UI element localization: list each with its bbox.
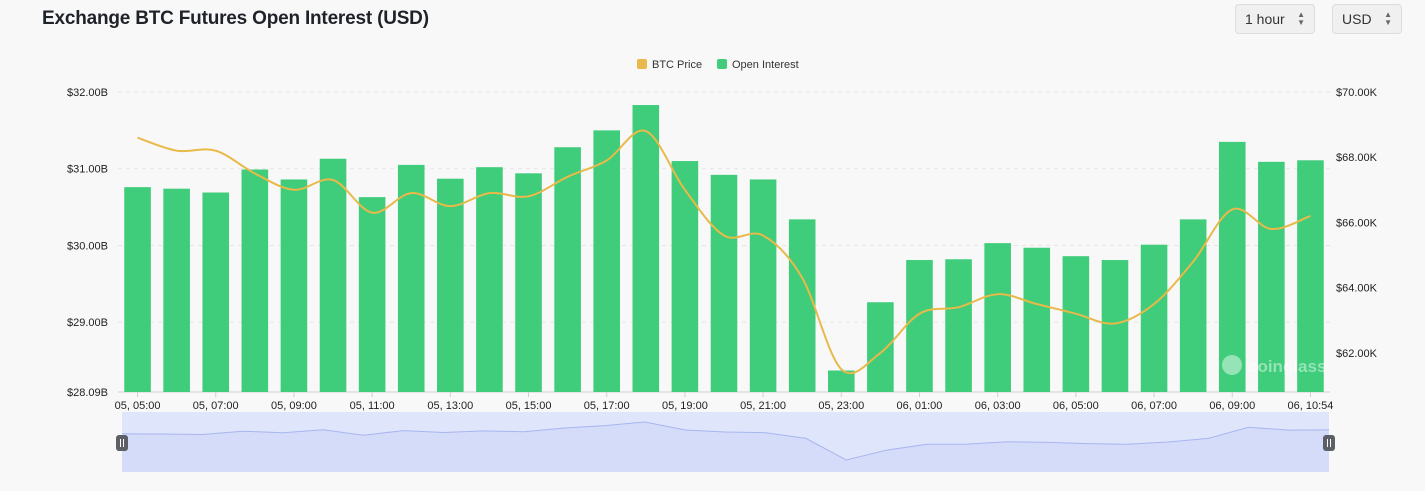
legend-label-btc-price[interactable]: BTC Price: [652, 59, 702, 71]
navigator-handle-right[interactable]: [1323, 435, 1335, 451]
chevron-updown-icon: ▲ ▼: [1297, 10, 1305, 27]
x-axis: 05, 05:00 05, 07:00 05, 09:00 05, 11:00 05, …: [115, 392, 1334, 412]
open-interest-bar: [1101, 260, 1129, 392]
open-interest-bar: [515, 173, 542, 392]
open-interest-bar: [906, 260, 933, 392]
right-axis: $62.00K $64.00K $66.00K $68.00K $70.00K: [1336, 87, 1378, 360]
open-interest-bar: [437, 178, 464, 392]
open-interest-bar: [124, 187, 151, 392]
left-tick-label: $28.09B: [67, 387, 108, 399]
x-tick-label: 05, 21:00: [740, 400, 786, 412]
open-interest-bar: [280, 179, 308, 392]
currency-select[interactable]: USD ▲ ▼: [1332, 4, 1402, 34]
x-tick-label: 06, 05:00: [1053, 400, 1099, 412]
navigator-area: [122, 422, 1329, 472]
coinglass-logo-icon: [1222, 355, 1242, 375]
open-interest-bar: [1023, 247, 1051, 392]
open-interest-bar: [984, 243, 1011, 392]
open-interest-bar: [867, 302, 894, 392]
open-interest-bar: [358, 197, 386, 392]
x-tick-label: 05, 23:00: [818, 400, 864, 412]
x-tick-label: 06, 09:00: [1209, 400, 1255, 412]
x-tick-label: 06, 03:00: [975, 400, 1021, 412]
x-tick-label: 05, 11:00: [350, 400, 395, 412]
left-tick-label: $29.00B: [67, 317, 108, 329]
right-tick-label: $70.00K: [1336, 87, 1378, 99]
open-interest-bar: [476, 167, 503, 392]
interval-select[interactable]: 1 hour ▲ ▼: [1235, 4, 1315, 34]
handle-grip-icon: [116, 435, 128, 451]
open-interest-bar: [1218, 141, 1246, 392]
x-tick-label: 05, 15:00: [506, 400, 552, 412]
open-interest-bar: [163, 188, 190, 392]
page-title: Exchange BTC Futures Open Interest (USD): [42, 8, 429, 29]
right-tick-label: $64.00K: [1336, 283, 1378, 295]
open-interest-bar: [1179, 219, 1207, 392]
open-interest-bar: [710, 174, 738, 392]
chevron-updown-icon: ▲ ▼: [1384, 10, 1392, 27]
interval-value: 1 hour: [1245, 11, 1285, 27]
open-interest-bar: [632, 105, 660, 392]
open-interest-bar: [671, 161, 699, 392]
open-interest-bar: [749, 179, 777, 392]
open-interest-bar: [319, 158, 347, 392]
x-tick-label: 05, 19:00: [662, 400, 708, 412]
handle-grip-icon: [1323, 435, 1335, 451]
x-tick-label: 05, 09:00: [271, 400, 317, 412]
open-interest-bar: [827, 370, 855, 392]
navigator-line: [121, 421, 1330, 461]
open-interest-bar: [945, 259, 972, 392]
x-tick-label: 06, 07:00: [1131, 400, 1177, 412]
x-tick-label: 06, 01:00: [897, 400, 943, 412]
right-tick-label: $68.00K: [1336, 152, 1378, 164]
open-interest-bar: [1062, 256, 1090, 392]
open-interest-bars: [124, 105, 1324, 393]
currency-value: USD: [1342, 11, 1372, 27]
right-tick-label: $66.00K: [1336, 217, 1378, 229]
legend-swatch-btc-price[interactable]: [637, 59, 647, 69]
coinglass-watermark: coinglass: [1222, 355, 1326, 376]
left-tick-label: $30.00B: [67, 240, 108, 252]
x-tick-label: 05, 05:00: [115, 400, 161, 412]
left-tick-label: $31.00B: [67, 164, 108, 176]
open-interest-bar: [1297, 160, 1324, 392]
open-interest-bar: [241, 169, 269, 392]
open-interest-bar: [1258, 161, 1285, 392]
open-interest-bar: [202, 192, 230, 392]
open-interest-bar: [1140, 244, 1168, 392]
open-interest-bar: [554, 147, 581, 392]
right-tick-label: $62.00K: [1336, 348, 1378, 360]
watermark-text: coinglass: [1248, 357, 1326, 376]
legend-swatch-open-interest[interactable]: [717, 59, 727, 69]
legend-label-open-interest[interactable]: Open Interest: [732, 59, 799, 71]
btc-price-line: [137, 129, 1311, 375]
x-tick-label: 05, 17:00: [584, 400, 630, 412]
left-axis: $28.09B $29.00B $30.00B $31.00B $32.00B: [67, 87, 108, 399]
open-interest-bar: [397, 164, 425, 392]
x-tick-label: 06, 10:54: [1288, 400, 1334, 412]
navigator-handle-left[interactable]: [116, 435, 128, 451]
x-tick-label: 05, 07:00: [193, 400, 239, 412]
chart-legend: BTC Price Open Interest: [637, 59, 799, 71]
x-tick-label: 05, 13:00: [427, 400, 473, 412]
open-interest-bar: [593, 130, 621, 393]
range-navigator[interactable]: [116, 412, 1335, 472]
open-interest-bar: [788, 219, 816, 392]
left-tick-label: $32.00B: [67, 87, 108, 99]
